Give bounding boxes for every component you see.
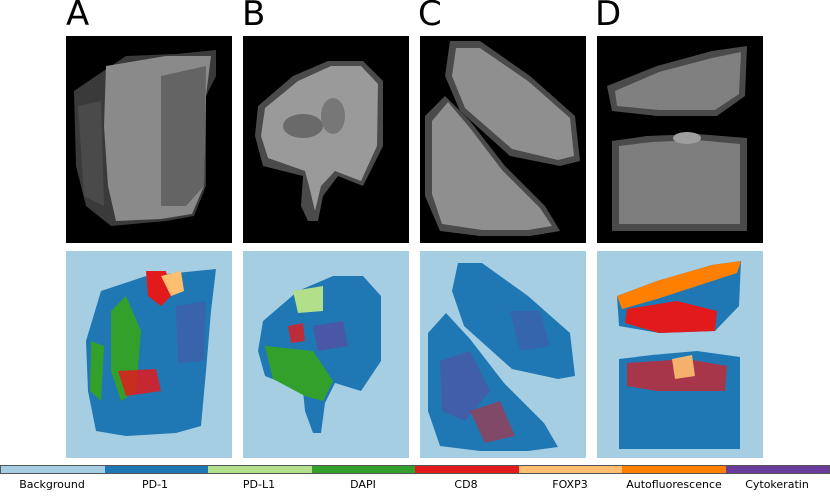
legend-label-pd1: PD-1 [141,478,169,491]
legend-swatch-background [1,466,105,473]
legend-label-dapi: DAPI [350,478,376,491]
legend-swatch-dapi [311,466,415,473]
legend-label-autofluorescence: Autofluorescence [626,478,722,491]
tissue-image-b [243,36,409,243]
legend-colorbar [0,465,830,474]
legend-label-cytokeratin: Cytokeratin [745,478,809,491]
tissue-image-c [420,36,586,243]
legend-swatch-cytokeratin [725,466,829,473]
legend-swatch-cd8 [415,466,519,473]
legend-label-pdl1: PD-L1 [242,478,276,491]
panel-label-b: B [242,0,266,34]
tissue-image-d [597,36,763,243]
legend-swatch-pd1 [104,466,208,473]
segmentation-map-c [420,251,586,458]
legend-swatch-pdl1 [208,466,312,473]
panel-label-d: D [595,0,622,34]
legend-label-foxp3: FOXP3 [552,478,588,491]
segmentation-map-a [66,251,232,458]
legend-label-background: Background [19,478,85,491]
panel-label-a: A [66,0,90,34]
panel-label-c: C [418,0,442,34]
segmentation-map-b [243,251,409,458]
legend-swatch-foxp3 [518,466,622,473]
legend-label-cd8: CD8 [454,478,478,491]
segmentation-map-d [597,251,763,458]
legend-swatch-autofluorescence [622,466,726,473]
tissue-image-a [66,36,232,243]
